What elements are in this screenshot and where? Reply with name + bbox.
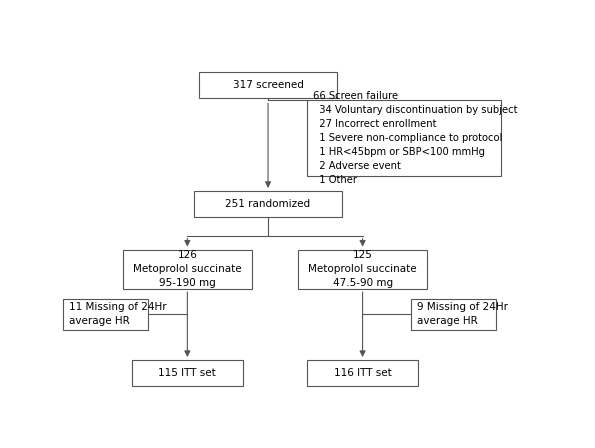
FancyBboxPatch shape: [132, 360, 243, 386]
Text: 251 randomized: 251 randomized: [226, 199, 311, 209]
Text: 115 ITT set: 115 ITT set: [158, 368, 216, 378]
FancyBboxPatch shape: [307, 360, 418, 386]
Text: 66 Screen failure
  34 Voluntary discontinuation by subject
  27 Incorrect enrol: 66 Screen failure 34 Voluntary discontin…: [313, 91, 518, 185]
Text: 126
Metoprolol succinate
95-190 mg: 126 Metoprolol succinate 95-190 mg: [133, 250, 242, 289]
FancyBboxPatch shape: [298, 250, 427, 289]
Text: 9 Missing of 24Hr
average HR: 9 Missing of 24Hr average HR: [416, 302, 508, 326]
FancyBboxPatch shape: [194, 191, 342, 217]
FancyBboxPatch shape: [307, 100, 501, 176]
Text: 125
Metoprolol succinate
47.5-90 mg: 125 Metoprolol succinate 47.5-90 mg: [308, 250, 417, 289]
FancyBboxPatch shape: [63, 299, 148, 330]
Text: 116 ITT set: 116 ITT set: [334, 368, 392, 378]
Text: 11 Missing of 24Hr
average HR: 11 Missing of 24Hr average HR: [69, 302, 167, 326]
FancyBboxPatch shape: [199, 72, 337, 98]
FancyBboxPatch shape: [123, 250, 252, 289]
Text: 317 screened: 317 screened: [233, 80, 303, 90]
FancyBboxPatch shape: [411, 299, 496, 330]
